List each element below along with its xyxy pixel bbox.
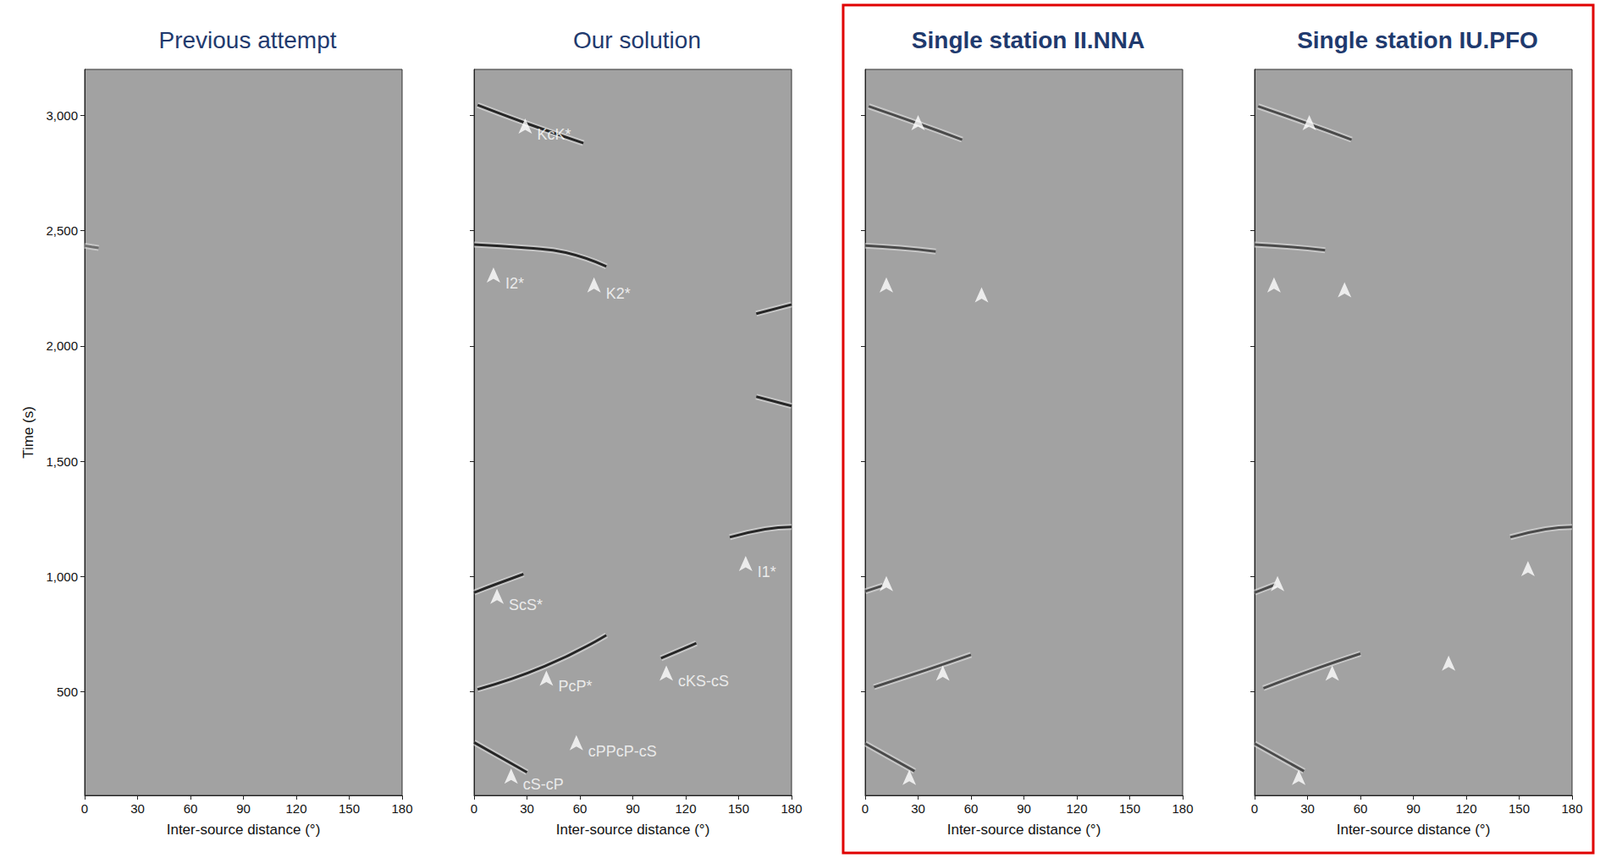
- svg-text:Single station II.NNA: Single station II.NNA: [911, 27, 1145, 54]
- svg-text:60: 60: [964, 801, 979, 817]
- svg-text:180: 180: [780, 801, 802, 817]
- svg-text:30: 30: [130, 801, 145, 817]
- svg-text:90: 90: [625, 801, 640, 817]
- svg-text:cS-cP: cS-cP: [523, 776, 564, 794]
- svg-text:90: 90: [1406, 801, 1421, 817]
- svg-text:120: 120: [1455, 801, 1477, 817]
- svg-text:60: 60: [573, 801, 588, 817]
- svg-text:180: 180: [1171, 801, 1193, 817]
- svg-text:PcP*: PcP*: [557, 678, 592, 696]
- svg-text:I2*: I2*: [505, 275, 525, 293]
- svg-text:30: 30: [519, 801, 535, 817]
- svg-text:Inter-source distance (°): Inter-source distance (°): [1336, 822, 1491, 839]
- svg-text:Inter-source distance (°): Inter-source distance (°): [166, 822, 321, 839]
- svg-text:150: 150: [1119, 801, 1141, 817]
- svg-text:120: 120: [674, 801, 696, 817]
- svg-text:120: 120: [285, 801, 307, 817]
- svg-text:2,000: 2,000: [45, 338, 78, 354]
- svg-text:0: 0: [1251, 801, 1258, 817]
- svg-text:120: 120: [1065, 801, 1087, 817]
- svg-text:60: 60: [183, 801, 199, 817]
- svg-text:cKS-cS: cKS-cS: [678, 673, 729, 690]
- svg-text:0: 0: [861, 801, 869, 817]
- svg-text:1,000: 1,000: [45, 569, 78, 585]
- svg-text:cPPcP-cS: cPPcP-cS: [588, 743, 657, 761]
- svg-text:150: 150: [728, 801, 750, 817]
- svg-text:KcK*: KcK*: [536, 126, 571, 144]
- svg-text:180: 180: [391, 801, 413, 817]
- svg-text:90: 90: [1016, 801, 1032, 817]
- svg-text:Previous attempt: Previous attempt: [158, 27, 337, 54]
- svg-text:Time (s): Time (s): [20, 406, 37, 459]
- svg-text:150: 150: [1508, 801, 1530, 817]
- svg-text:ScS*: ScS*: [508, 596, 543, 614]
- svg-text:0: 0: [81, 801, 89, 817]
- svg-text:2,500: 2,500: [45, 223, 78, 238]
- svg-text:Single station IU.PFO: Single station IU.PFO: [1296, 27, 1539, 54]
- svg-text:Our solution: Our solution: [573, 27, 701, 54]
- svg-text:60: 60: [1353, 801, 1369, 817]
- svg-text:30: 30: [1300, 801, 1315, 817]
- svg-text:3,000: 3,000: [45, 108, 78, 123]
- svg-text:Inter-source distance (°): Inter-source distance (°): [947, 822, 1102, 839]
- svg-text:30: 30: [910, 801, 926, 817]
- svg-text:1,500: 1,500: [45, 454, 78, 469]
- svg-text:I1*: I1*: [757, 563, 777, 581]
- svg-text:K2*: K2*: [606, 285, 631, 303]
- svg-text:90: 90: [236, 801, 251, 817]
- svg-text:0: 0: [470, 801, 478, 817]
- svg-text:150: 150: [338, 801, 360, 817]
- svg-text:Inter-source distance (°): Inter-source distance (°): [556, 822, 711, 839]
- svg-text:500: 500: [56, 684, 78, 700]
- svg-text:180: 180: [1561, 801, 1583, 817]
